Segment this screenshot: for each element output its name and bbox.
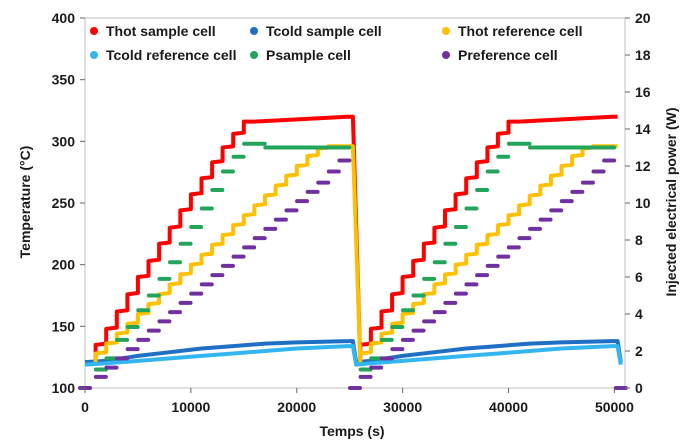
- legend-label: Psample cell: [266, 47, 351, 63]
- y-right-tick-label: 16: [635, 84, 651, 100]
- y-right-tick-label: 8: [635, 232, 643, 248]
- legend-label: Tcold sample cell: [266, 23, 382, 39]
- series-line: [93, 144, 618, 365]
- legend-item: Psample cell: [250, 47, 351, 63]
- y-left-tick-label: 300: [52, 133, 76, 149]
- series-thot-reference-cell: [93, 144, 618, 365]
- legend-marker: [442, 27, 450, 35]
- x-tick-label: 40000: [489, 399, 528, 415]
- legend: Thot sample cell Tcold sample cell Thot re…: [90, 23, 583, 63]
- x-tick-label: 50000: [595, 399, 634, 415]
- series-tcold-reference-cell: [84, 344, 623, 367]
- y-right-tick-label: 4: [635, 306, 643, 322]
- y-right-tick-label: 18: [635, 47, 651, 63]
- y-right-tick-label: 2: [635, 343, 643, 359]
- series-preference-cell: [78, 158, 628, 390]
- series-line: [84, 344, 623, 367]
- y-left-tick-label: 350: [52, 72, 76, 88]
- y-left-tick-label: 150: [52, 318, 76, 334]
- legend-marker: [250, 27, 258, 35]
- y-right-tick-label: 6: [635, 269, 643, 285]
- y-right-tick-label: 20: [635, 10, 651, 26]
- x-tick-label: 20000: [277, 399, 316, 415]
- legend-label: Thot sample cell: [106, 23, 216, 39]
- legend-item: Thot sample cell: [90, 23, 216, 39]
- y-right-tick-label: 14: [635, 121, 651, 137]
- legend-item: Thot reference cell: [442, 23, 583, 39]
- series-layer: [78, 114, 628, 390]
- y-left-tick-label: 250: [52, 195, 76, 211]
- legend-item: Tcold sample cell: [250, 23, 382, 39]
- legend-item: Preference cell: [442, 47, 558, 63]
- x-tick-label: 0: [81, 399, 89, 415]
- y-left-tick-label: 400: [52, 10, 76, 26]
- legend-label: Thot reference cell: [458, 23, 583, 39]
- y-left-tick-label: 100: [52, 380, 76, 396]
- series-psample-cell: [93, 141, 617, 372]
- legend-marker: [90, 51, 98, 59]
- legend-label: Preference cell: [458, 47, 558, 63]
- y-left-tick-label: 200: [52, 257, 76, 273]
- legend-label: Tcold reference cell: [106, 47, 236, 63]
- legend-marker: [442, 51, 450, 59]
- x-tick-label: 30000: [383, 399, 422, 415]
- legend-item: Tcold reference cell: [90, 47, 236, 63]
- y-left-axis-title: Temperature (°C): [17, 146, 33, 259]
- legend-marker: [90, 27, 98, 35]
- x-axis-title: Temps (s): [319, 423, 384, 439]
- y-right-tick-label: 10: [635, 195, 651, 211]
- y-right-axis-title: Injected electrical power (W): [663, 107, 679, 296]
- legend-marker: [250, 51, 258, 59]
- x-tick-label: 10000: [171, 399, 210, 415]
- y-right-tick-label: 12: [635, 158, 651, 174]
- y-right-tick-label: 0: [635, 380, 643, 396]
